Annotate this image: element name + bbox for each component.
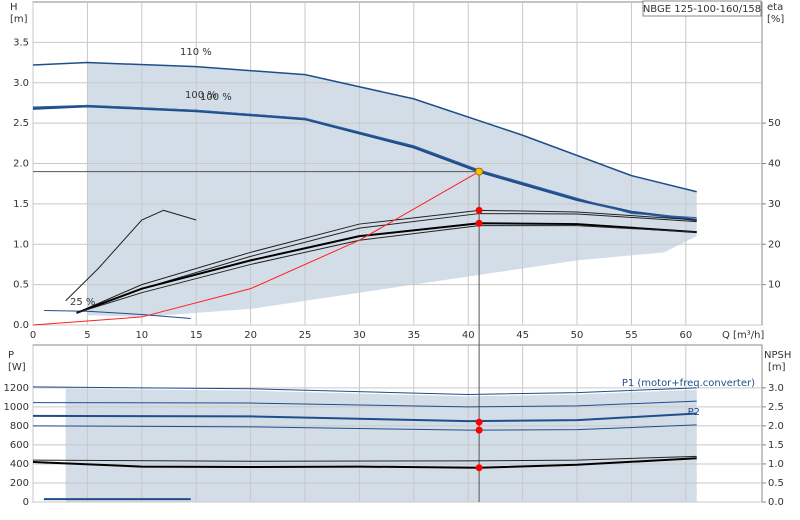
y-label: P	[8, 350, 14, 361]
curve	[76, 209, 697, 314]
title-box	[642, 0, 762, 17]
y2-tick-label: 2.5	[768, 402, 784, 413]
duty-point	[475, 418, 483, 426]
y2-tick-label: 3.0	[768, 383, 784, 394]
y-tick-label: 1000	[4, 402, 29, 413]
y-tick-label: 1200	[4, 383, 29, 394]
y2-tick-label: 0.0	[768, 497, 784, 508]
y-tick-label: 2.5	[13, 118, 29, 129]
chart-title: NBGE 125-100-160/158	[643, 4, 761, 15]
x-tick-label: 60	[679, 330, 692, 341]
x-tick-label: 30	[353, 330, 366, 341]
y2-unit: [m]	[768, 362, 786, 373]
y2-unit: [%]	[767, 14, 784, 25]
y-tick-label: 0.5	[13, 280, 29, 291]
x-label: Q [m³/h]	[722, 330, 764, 341]
curve-label: 100 %	[200, 92, 232, 103]
y2-tick-label: 20	[768, 239, 781, 250]
curve	[32, 171, 480, 326]
duty-point	[475, 464, 483, 472]
curve	[32, 400, 697, 408]
x-tick-label: 25	[299, 330, 312, 341]
y-label: H	[10, 2, 18, 13]
curve	[32, 424, 697, 431]
duty-point	[475, 426, 483, 434]
y-tick-label: 1.0	[13, 239, 29, 250]
y2-tick-label: 1.0	[768, 459, 784, 470]
y-unit: [W]	[8, 362, 26, 373]
y2-tick-label: 40	[768, 159, 781, 170]
x-tick-label: 10	[135, 330, 148, 341]
curve	[32, 412, 697, 423]
y-tick-label: 800	[10, 421, 29, 432]
y-tick-label: 3.5	[13, 37, 29, 48]
curve	[76, 222, 697, 314]
y-tick-label: 200	[10, 478, 29, 489]
y2-label: eta	[767, 2, 783, 13]
curve	[32, 455, 697, 462]
y2-tick-label: 10	[768, 280, 781, 291]
x-tick-label: 20	[244, 330, 257, 341]
curve	[65, 209, 197, 302]
curve	[32, 104, 697, 219]
x-tick-label: 15	[190, 330, 203, 341]
x-tick-label: 50	[571, 330, 584, 341]
y-tick-label: 1.5	[13, 199, 29, 210]
curve-label: 100 %	[185, 90, 217, 101]
y2-tick-label: 30	[768, 199, 781, 210]
duty-point	[475, 219, 483, 227]
y2-tick-label: 50	[768, 118, 781, 129]
curve-label: 110 %	[180, 47, 212, 58]
x-tick-label: 5	[84, 330, 90, 341]
y2-tick-label: 2.0	[768, 421, 784, 432]
y-tick-label: 0.0	[13, 320, 29, 331]
operating-range	[87, 62, 697, 317]
curve-label: P1 (motor+freq.converter)	[622, 378, 755, 389]
y-tick-label: 0	[23, 497, 29, 508]
curve	[43, 309, 191, 320]
curve-label: P2	[688, 407, 700, 418]
y2-tick-label: 0.5	[768, 478, 784, 489]
x-tick-label: 55	[625, 330, 638, 341]
y-tick-label: 600	[10, 440, 29, 451]
x-tick-label: 40	[462, 330, 475, 341]
x-tick-label: 45	[516, 330, 529, 341]
duty-point	[475, 167, 484, 176]
curve	[32, 61, 697, 193]
y2-tick-label: 1.5	[768, 440, 784, 451]
y-tick-label: 400	[10, 459, 29, 470]
y2-label: NPSH	[764, 350, 791, 361]
curve-label: 25 %	[70, 297, 95, 308]
y-tick-label: 3.0	[13, 78, 29, 89]
y-tick-label: 2.0	[13, 159, 29, 170]
curve	[32, 104, 697, 222]
x-tick-label: 0	[30, 330, 36, 341]
y-unit: [m]	[10, 14, 28, 25]
curve	[32, 457, 697, 469]
x-tick-label: 35	[407, 330, 420, 341]
duty-point	[475, 206, 483, 214]
curve	[32, 386, 697, 395]
